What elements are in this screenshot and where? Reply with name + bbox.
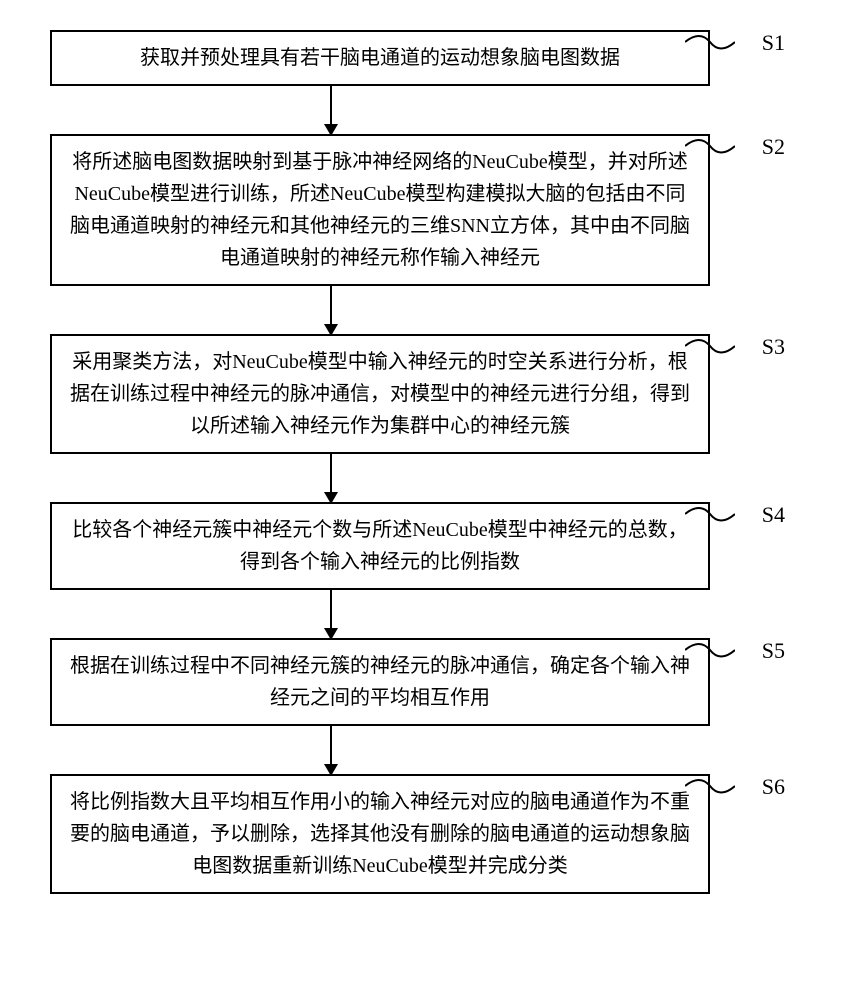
arrow-2 xyxy=(330,286,332,334)
step-container-2: 将所述脑电图数据映射到基于脉冲神经网络的NeuCube模型，并对所述NeuCub… xyxy=(50,134,815,286)
arrow-4 xyxy=(330,590,332,638)
step-label-3: S3 xyxy=(762,334,785,360)
step-text-2: 将所述脑电图数据映射到基于脉冲神经网络的NeuCube模型，并对所述NeuCub… xyxy=(68,146,692,274)
flowchart-container: 获取并预处理具有若干脑电通道的运动想象脑电图数据 S1 将所述脑电图数据映射到基… xyxy=(50,30,815,894)
step-text-1: 获取并预处理具有若干脑电通道的运动想象脑电图数据 xyxy=(140,42,620,74)
step-label-6: S6 xyxy=(762,774,785,800)
curve-connector-4 xyxy=(685,502,735,527)
curve-connector-3 xyxy=(685,334,735,359)
step-text-6: 将比例指数大且平均相互作用小的输入神经元对应的脑电通道作为不重要的脑电通道，予以… xyxy=(68,786,692,882)
step-container-3: 采用聚类方法，对NeuCube模型中输入神经元的时空关系进行分析，根据在训练过程… xyxy=(50,334,815,454)
step-box-1: 获取并预处理具有若干脑电通道的运动想象脑电图数据 xyxy=(50,30,710,86)
step-label-4: S4 xyxy=(762,502,785,528)
arrow-5 xyxy=(330,726,332,774)
step-box-4: 比较各个神经元簇中神经元个数与所述NeuCube模型中神经元的总数，得到各个输入… xyxy=(50,502,710,590)
step-container-1: 获取并预处理具有若干脑电通道的运动想象脑电图数据 S1 xyxy=(50,30,815,86)
curve-connector-6 xyxy=(685,774,735,799)
step-text-3: 采用聚类方法，对NeuCube模型中输入神经元的时空关系进行分析，根据在训练过程… xyxy=(68,346,692,442)
step-label-5: S5 xyxy=(762,638,785,664)
step-box-5: 根据在训练过程中不同神经元簇的神经元的脉冲通信，确定各个输入神经元之间的平均相互… xyxy=(50,638,710,726)
arrow-3 xyxy=(330,454,332,502)
arrow-1 xyxy=(330,86,332,134)
curve-connector-5 xyxy=(685,638,735,663)
step-box-3: 采用聚类方法，对NeuCube模型中输入神经元的时空关系进行分析，根据在训练过程… xyxy=(50,334,710,454)
step-container-4: 比较各个神经元簇中神经元个数与所述NeuCube模型中神经元的总数，得到各个输入… xyxy=(50,502,815,590)
step-box-6: 将比例指数大且平均相互作用小的输入神经元对应的脑电通道作为不重要的脑电通道，予以… xyxy=(50,774,710,894)
curve-connector-2 xyxy=(685,134,735,159)
step-text-4: 比较各个神经元簇中神经元个数与所述NeuCube模型中神经元的总数，得到各个输入… xyxy=(68,514,692,578)
step-container-6: 将比例指数大且平均相互作用小的输入神经元对应的脑电通道作为不重要的脑电通道，予以… xyxy=(50,774,815,894)
curve-connector-1 xyxy=(685,30,735,55)
step-box-2: 将所述脑电图数据映射到基于脉冲神经网络的NeuCube模型，并对所述NeuCub… xyxy=(50,134,710,286)
step-label-2: S2 xyxy=(762,134,785,160)
step-text-5: 根据在训练过程中不同神经元簇的神经元的脉冲通信，确定各个输入神经元之间的平均相互… xyxy=(68,650,692,714)
step-label-1: S1 xyxy=(762,30,785,56)
step-container-5: 根据在训练过程中不同神经元簇的神经元的脉冲通信，确定各个输入神经元之间的平均相互… xyxy=(50,638,815,726)
